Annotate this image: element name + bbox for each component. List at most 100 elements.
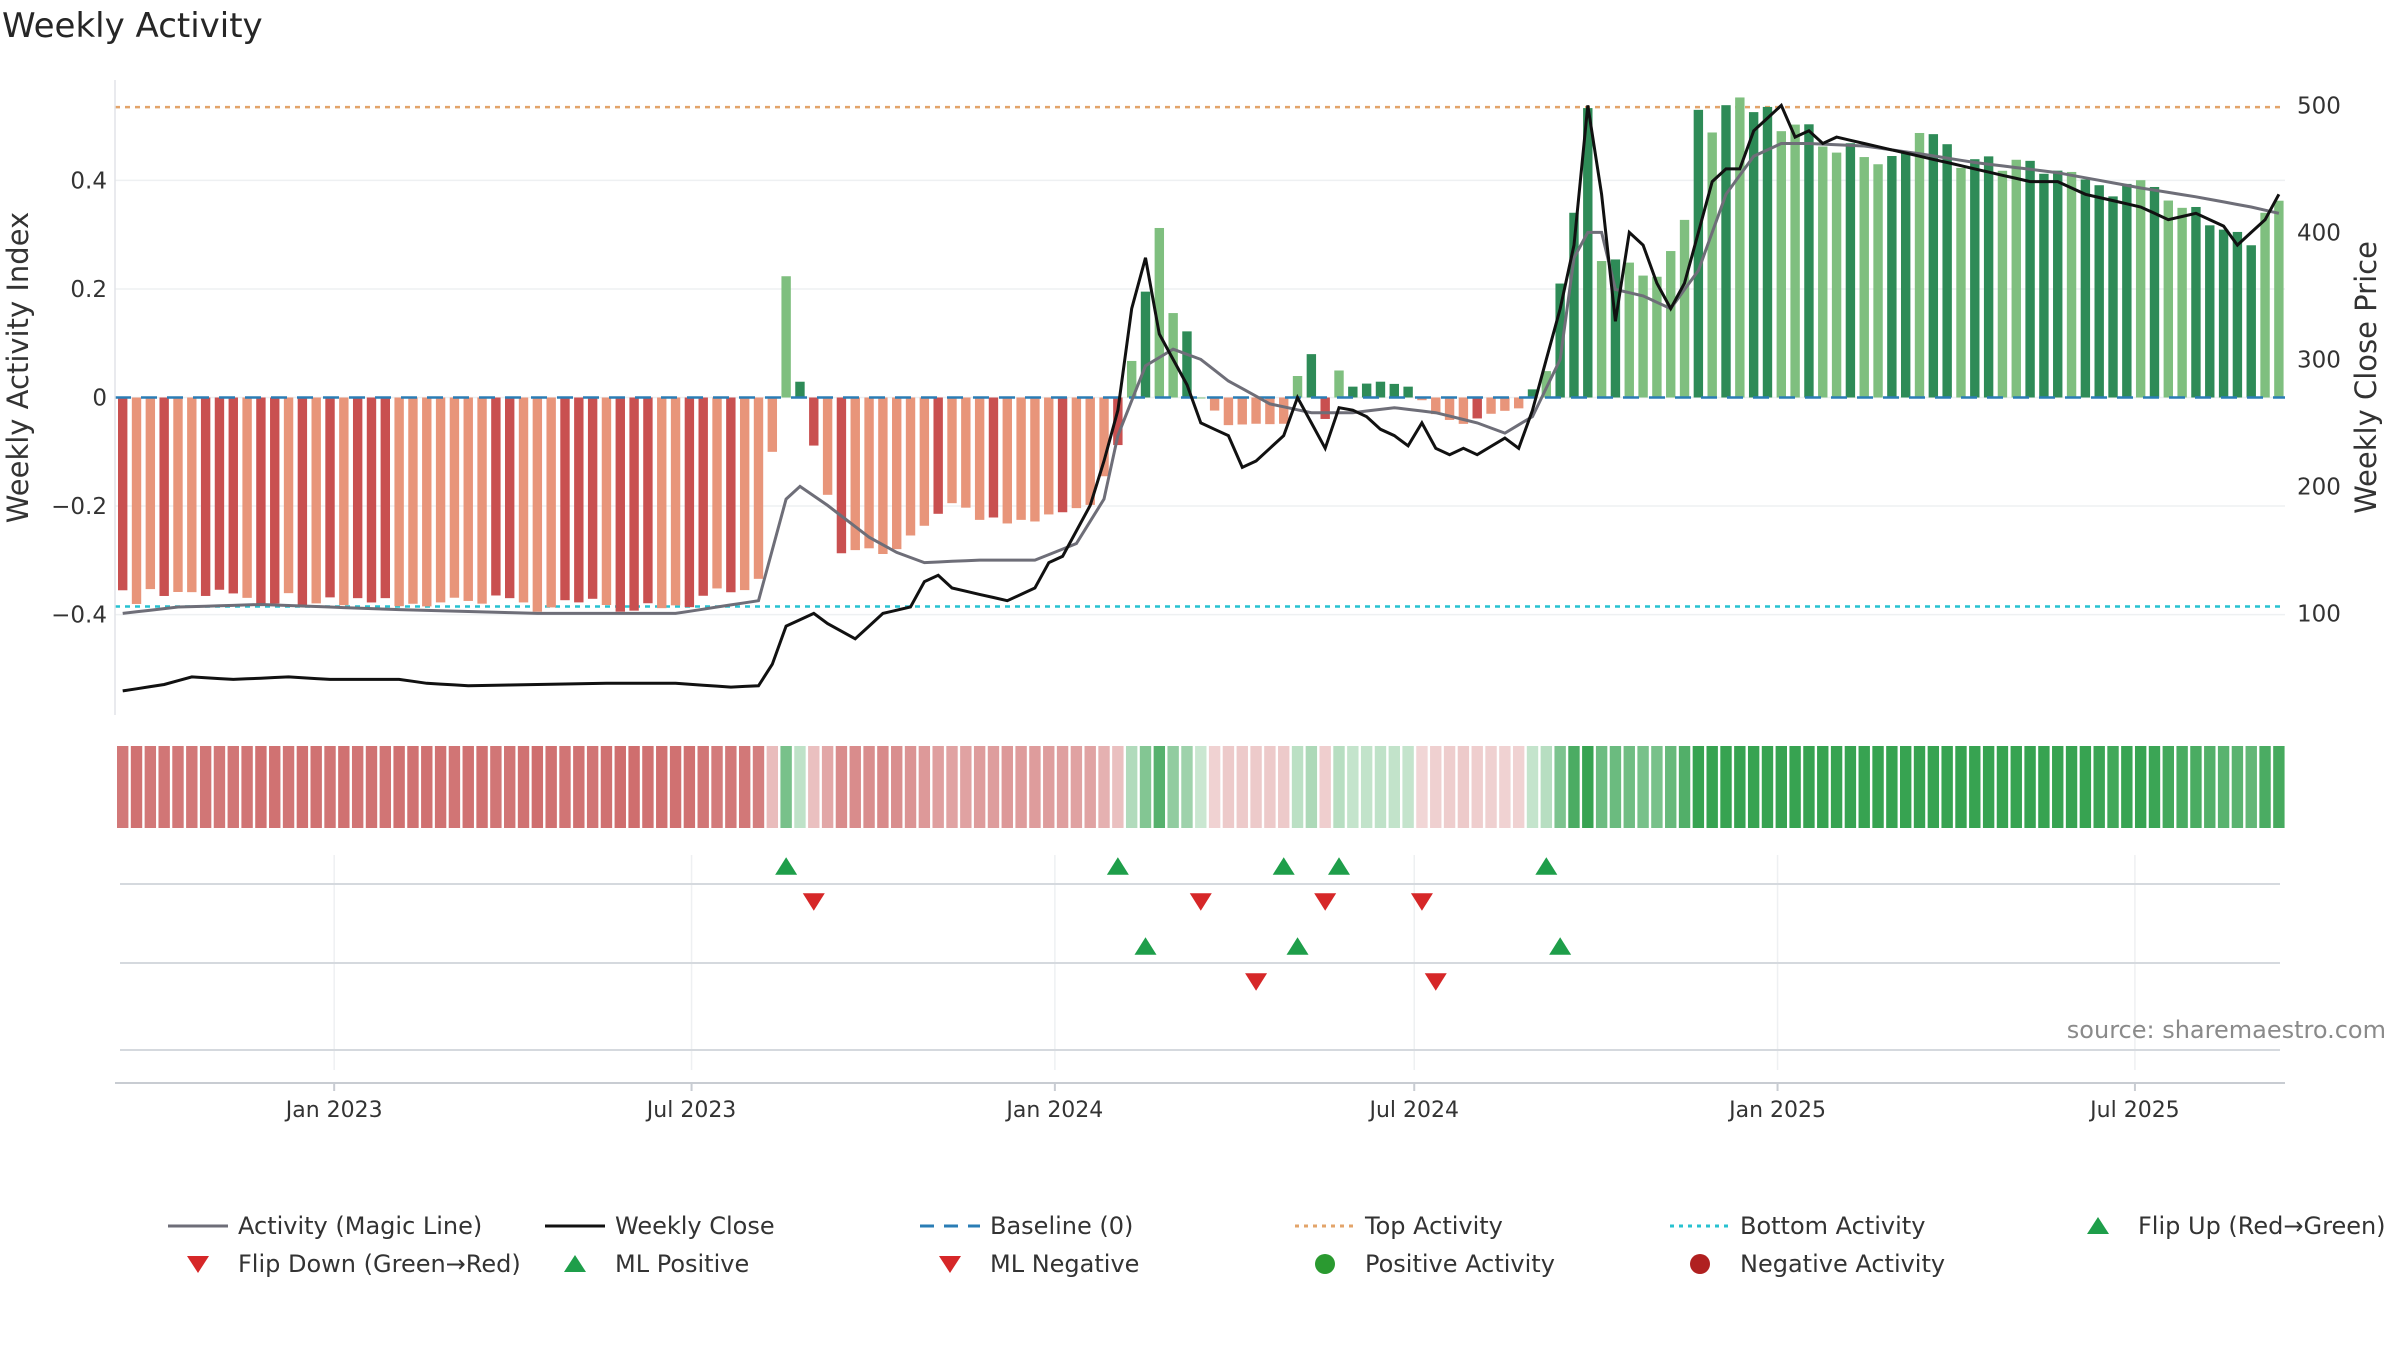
activity-bar [352,397,363,599]
activity-bar [1320,397,1330,419]
activity-strip-cell [1112,746,1124,828]
activity-strip-cell [1886,746,1898,828]
activity-strip-cell [227,746,239,828]
activity-strip-cell [1305,746,1318,828]
legend-swatch [1315,1254,1335,1274]
activity-strip-cell [835,746,848,828]
activity-bar [1693,109,1704,398]
activity-strip-cell [1678,746,1691,828]
activity-bar [739,397,750,591]
legend-item: ML Positive [564,1250,749,1278]
activity-bar [1085,397,1095,505]
activity-strip-cell [2065,746,2078,828]
ml-negative-marker [1424,973,1447,991]
legend-label: ML Positive [615,1250,749,1278]
activity-strip-cell [1181,746,1193,828]
activity-bar [131,397,142,604]
activity-bar [1168,313,1178,398]
ml-positive-marker [1134,937,1157,955]
legend-item: Flip Down (Green→Red) [187,1250,521,1278]
activity-bar [2260,212,2270,398]
activity-bar [726,397,736,593]
gridlines [115,179,2285,1070]
activity-bar [809,397,819,446]
activity-strip-cell [1043,746,1055,828]
activity-strip-cell [2010,746,2022,828]
activity-bar [615,397,625,612]
legend-item: ML Negative [939,1250,1139,1278]
activity-strip-cell [559,746,571,828]
activity-strip-cell [780,746,792,828]
activity-strip-cell [2176,746,2188,828]
activity-strip-cell [296,746,309,828]
activity-strip-cell [1941,746,1953,828]
activity-strip-cell [1512,746,1525,828]
activity-strip-cell [241,746,253,828]
activity-bar [1569,212,1579,398]
activity-bar [2025,160,2035,398]
activity-strip-cell [656,746,668,828]
activity-bar [145,397,156,590]
activity-bar [1500,397,1510,411]
legend-label: Negative Activity [1740,1250,1945,1278]
activity-strip-cell [973,746,986,828]
activity-strip-cell [1996,746,2009,828]
activity-bar [1970,159,1980,398]
axes: Jan 2023 Jul 2023 Jan 2024 Jul 2024 Jan 2025… [1,80,2383,1123]
activity-bar [1348,386,1358,398]
activity-bar [2094,185,2104,398]
activity-bar [1472,397,1482,419]
activity-bar [311,397,321,604]
activity-bar [2218,229,2229,398]
activity-strip-cell [310,746,322,828]
activity-bar [1223,397,1234,426]
activity-bar [2039,173,2049,398]
activity-bar [2191,206,2201,398]
activity-strip-cell [531,746,544,828]
activity-strip-cell [186,746,198,828]
flip-down-marker [1314,893,1337,911]
y2-axis-label: Weekly Close Price [2349,241,2383,514]
activity-bar [366,397,377,603]
activity-bar [1679,219,1690,398]
activity-bar [491,397,501,596]
activity-strip-cell [2024,746,2036,828]
source-label: source: sharemaestro.com [2066,1016,2386,1044]
activity-bar [850,397,860,551]
activity-strip-cell [2273,746,2285,828]
activity-bar [1804,124,1814,398]
legend-label: Activity (Magic Line) [238,1212,482,1240]
activity-bar [1610,259,1621,398]
activity-strip-cell [1485,746,1497,828]
y2-tick-label: 100 [2297,601,2341,627]
activity-strip-cell [1402,746,1414,828]
activity-bar [1735,97,1745,398]
activity-strip-cell [1125,746,1138,828]
activity-bar [477,397,487,604]
activity-strip-cell [586,746,599,828]
activity-strip-cell [918,746,931,828]
activity-bar [781,276,791,398]
activity-strip-cell [2148,746,2161,828]
activity-bar [435,397,446,603]
flip-down-marker [1189,893,1212,911]
activity-strip-cell [1001,746,1013,828]
activity-bar [574,397,584,603]
legend: Activity (Magic Line) Weekly Close Baselin… [168,1212,2386,1278]
activity-strip-cell [1416,746,1428,828]
activity-bar [1140,291,1151,398]
activity-strip-cell [1734,746,1746,828]
activity-bar [961,397,971,508]
activity-strip-cell [1955,746,1967,828]
activity-strip-cell [752,746,765,828]
activity-bar [684,397,695,608]
activity-bar [546,397,556,608]
x-tick-label: Jul 2024 [1367,1098,1459,1123]
activity-bar [753,397,764,579]
activity-bar [1596,261,1607,398]
y-tick-label: −0.4 [51,603,107,629]
activity-bar [1541,371,1552,398]
activity-bar [1845,143,1856,398]
activity-strip-cell [2079,746,2092,828]
